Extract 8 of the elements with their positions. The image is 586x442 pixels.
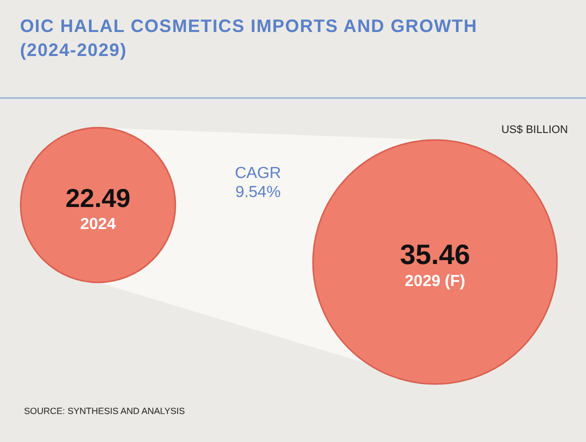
data-label: 22.49 — [65, 183, 131, 213]
category-label: 2029 (F) — [404, 273, 466, 290]
text: US$ BILLION — [501, 124, 568, 136]
source-note: SOURCE: SYNTHESIS AND ANALYSIS — [24, 406, 185, 416]
text: OIC HALAL COSMETICS IMPORTS AND GROWTH (2024-2029) — [20, 16, 478, 60]
category-label: 2024 — [80, 216, 116, 233]
data-label: 35.46 — [400, 239, 470, 270]
text: CAGR 9.54% — [234, 165, 282, 201]
